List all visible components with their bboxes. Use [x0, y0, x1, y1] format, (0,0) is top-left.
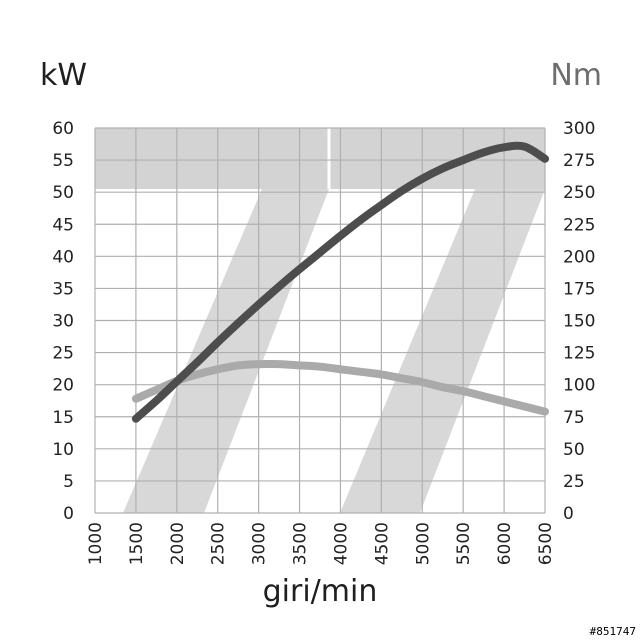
y-tick-label-right: 250 [563, 183, 595, 203]
y-tick-label-right: 300 [563, 119, 595, 139]
y-tick-label-left: 20 [52, 376, 74, 396]
x-tick-label: 4500 [372, 522, 392, 565]
y-tick-label-right: 100 [563, 376, 595, 396]
x-tick-label: 5000 [413, 522, 433, 565]
left-axis-ticks: 0 5 10 15 20 25 30 35 40 45 50 55 60 [52, 119, 74, 524]
y-tick-label-right: 200 [563, 247, 595, 267]
diagonal-band-left [123, 189, 329, 513]
y-tick-label-right: 125 [563, 344, 595, 364]
y-tick-label-left: 10 [52, 440, 74, 460]
y-tick-label-left: 0 [63, 504, 74, 524]
right-axis-ticks: 0 25 50 75 100 125 150 175 200 225 250 275 300 [563, 119, 595, 524]
y-tick-label-left: 40 [52, 247, 74, 267]
x-tick-label: 4000 [331, 522, 351, 565]
y-tick-label-left: 50 [52, 183, 74, 203]
right-axis-unit: Nm [550, 58, 602, 93]
x-tick-label: 1500 [127, 522, 147, 565]
x-tick-label: 2000 [168, 522, 188, 565]
left-axis-unit: kW [40, 58, 87, 93]
y-tick-label-right: 175 [563, 279, 595, 299]
y-tick-label-right: 0 [563, 504, 574, 524]
x-tick-label: 3000 [250, 522, 270, 565]
x-tick-label: 3500 [291, 522, 311, 565]
y-tick-label-left: 5 [63, 472, 74, 492]
x-axis-label: giri/min [0, 574, 640, 609]
y-tick-label-right: 275 [563, 151, 595, 171]
x-axis-ticks: 1000 1500 2000 2500 3000 3500 4000 4500 5000 5500… [86, 522, 556, 565]
y-tick-label-right: 225 [563, 215, 595, 235]
y-tick-label-right: 75 [563, 408, 585, 428]
y-tick-label-right: 50 [563, 440, 585, 460]
y-tick-label-left: 15 [52, 408, 74, 428]
y-tick-label-right: 150 [563, 312, 595, 332]
x-tick-label: 6000 [495, 522, 515, 565]
x-tick-label: 6500 [536, 522, 556, 565]
x-tick-label: 1000 [86, 522, 106, 565]
y-tick-label-left: 55 [52, 151, 74, 171]
watermark: #851747 [590, 625, 636, 638]
diagonal-band-right [340, 189, 545, 513]
y-tick-label-left: 30 [52, 312, 74, 332]
x-tick-label: 2500 [209, 522, 229, 565]
y-tick-label-left: 60 [52, 119, 74, 139]
x-tick-label: 5500 [454, 522, 474, 565]
y-tick-label-left: 25 [52, 344, 74, 364]
y-tick-label-left: 45 [52, 215, 74, 235]
y-tick-label-right: 25 [563, 472, 585, 492]
y-tick-label-left: 35 [52, 279, 74, 299]
